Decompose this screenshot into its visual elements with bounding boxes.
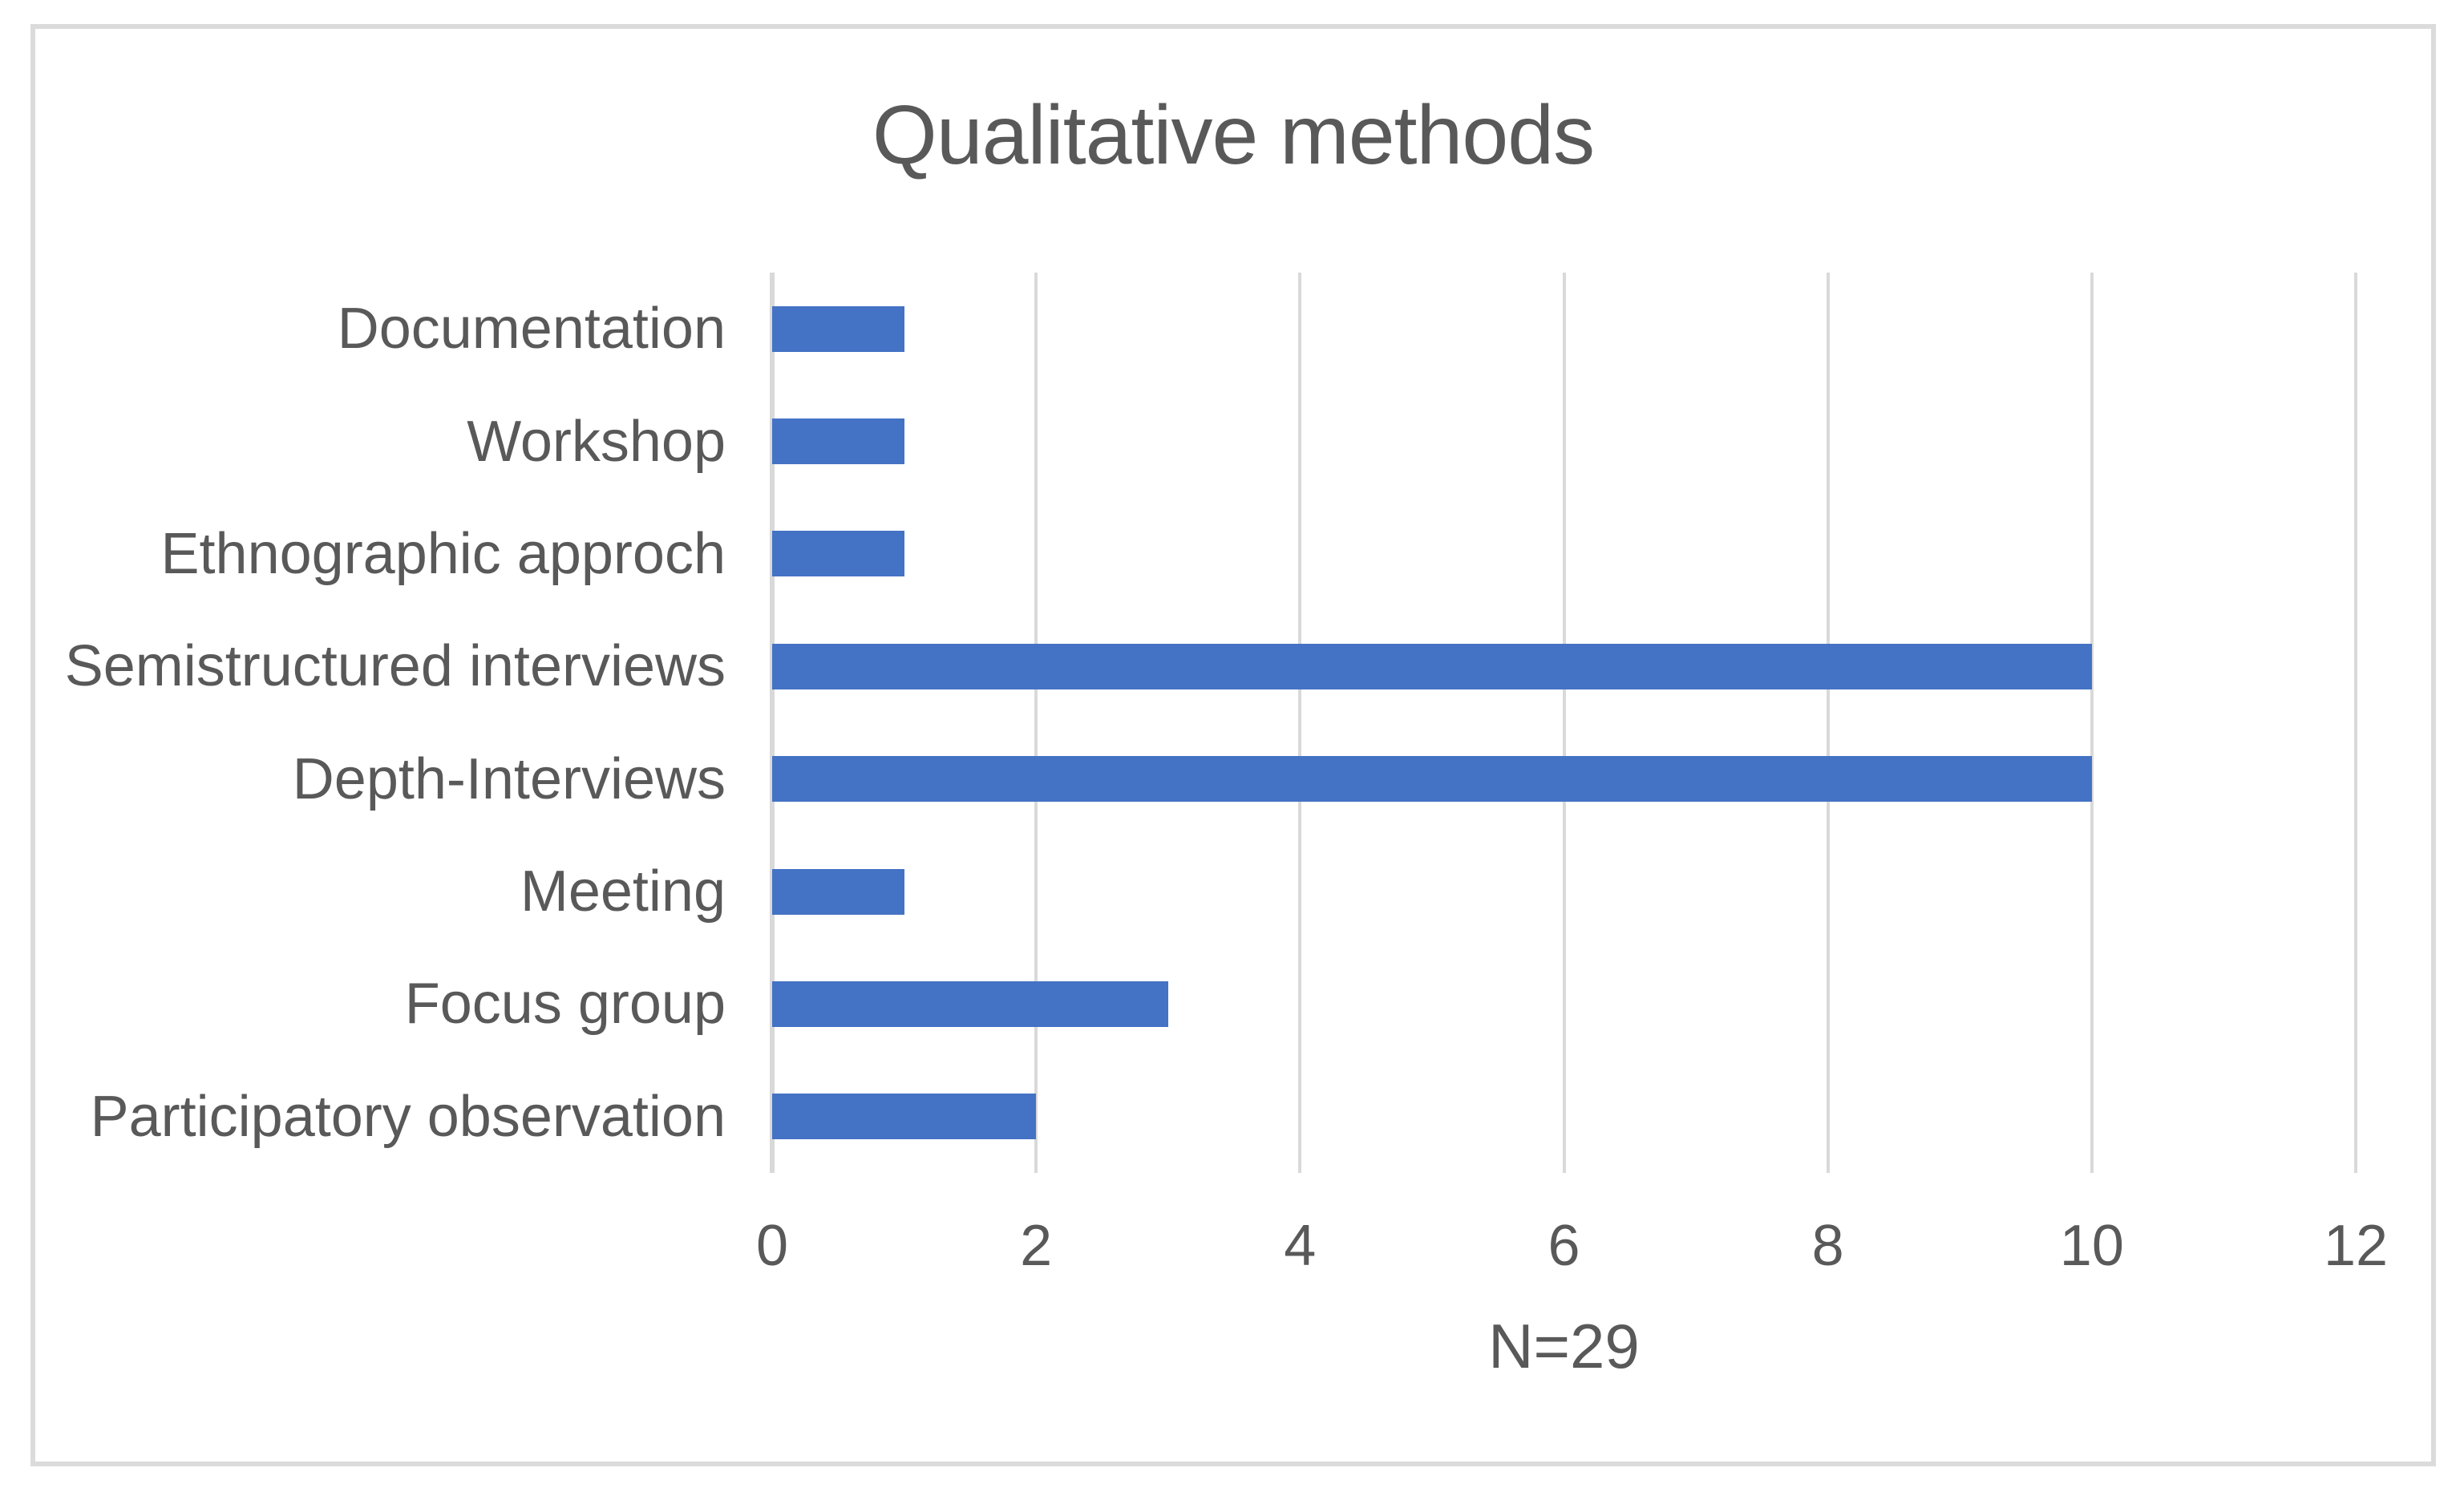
bar-documentation bbox=[772, 305, 904, 352]
x-tick-label-6: 6 bbox=[1548, 1214, 1580, 1278]
bars-layer bbox=[772, 273, 2356, 1173]
gridline-4 bbox=[1298, 273, 1302, 1173]
bar-meeting bbox=[772, 868, 904, 915]
bar-focus-group bbox=[772, 980, 1168, 1027]
bar-row-ethnographic-approch bbox=[772, 498, 2356, 610]
gridline-8 bbox=[1826, 273, 1830, 1173]
gridline-6 bbox=[1562, 273, 1566, 1173]
x-tick-label-12: 12 bbox=[2323, 1214, 2389, 1278]
gridlines-layer bbox=[770, 273, 2357, 1173]
bar-row-workshop bbox=[772, 385, 2356, 497]
x-tick-label-2: 2 bbox=[1020, 1214, 1053, 1278]
gridline-2 bbox=[1034, 273, 1038, 1173]
x-axis-labels: 0 2 4 6 8 10 12 bbox=[756, 1213, 2388, 1285]
bar-row-depth-interviews bbox=[772, 723, 2356, 835]
x-tick-label-0: 0 bbox=[755, 1214, 789, 1278]
category-label-meeting: Meeting bbox=[520, 859, 726, 924]
category-axis-labels: Documentation Workshop Ethnographic approc… bbox=[64, 273, 726, 1173]
category-label-depth-interviews: Depth-Interviews bbox=[292, 746, 726, 811]
category-label-semistructured-interviews: Semistructured interviews bbox=[64, 634, 726, 699]
x-tick-label-4: 4 bbox=[1284, 1214, 1317, 1278]
category-label-documentation: Documentation bbox=[337, 297, 726, 362]
bar-row-documentation bbox=[772, 273, 2356, 385]
bar-row-focus-group bbox=[772, 948, 2356, 1060]
category-label-participatory-observation: Participatory observation bbox=[90, 1084, 726, 1149]
bar-row-participatory-observation bbox=[772, 1061, 2356, 1173]
gridline-12 bbox=[2354, 273, 2357, 1173]
bar-participatory-observation bbox=[772, 1094, 1037, 1140]
x-tick-label-8: 8 bbox=[1811, 1214, 1844, 1278]
chart-title: Qualitative methods bbox=[872, 89, 1595, 182]
category-label-ethnographic-approch: Ethnographic approch bbox=[160, 521, 726, 586]
bar-ethnographic-approch bbox=[772, 531, 904, 577]
value-axis-line bbox=[770, 273, 775, 1173]
bar-workshop bbox=[772, 418, 904, 465]
plot-area bbox=[770, 273, 2357, 1173]
chart-frame: Qualitative methods Documentation Worksho… bbox=[30, 24, 2436, 1466]
bar-depth-interviews bbox=[772, 756, 2092, 803]
bar-row-meeting bbox=[772, 835, 2356, 948]
bar-semistructured-interviews bbox=[772, 643, 2092, 689]
bar-row-semistructured-interviews bbox=[772, 610, 2356, 722]
x-tick-label-10: 10 bbox=[2059, 1214, 2124, 1278]
category-label-workshop: Workshop bbox=[467, 409, 726, 474]
category-label-focus-group: Focus group bbox=[404, 972, 726, 1037]
gridline-10 bbox=[2090, 273, 2094, 1173]
sample-size-note: N=29 bbox=[1488, 1311, 1640, 1381]
